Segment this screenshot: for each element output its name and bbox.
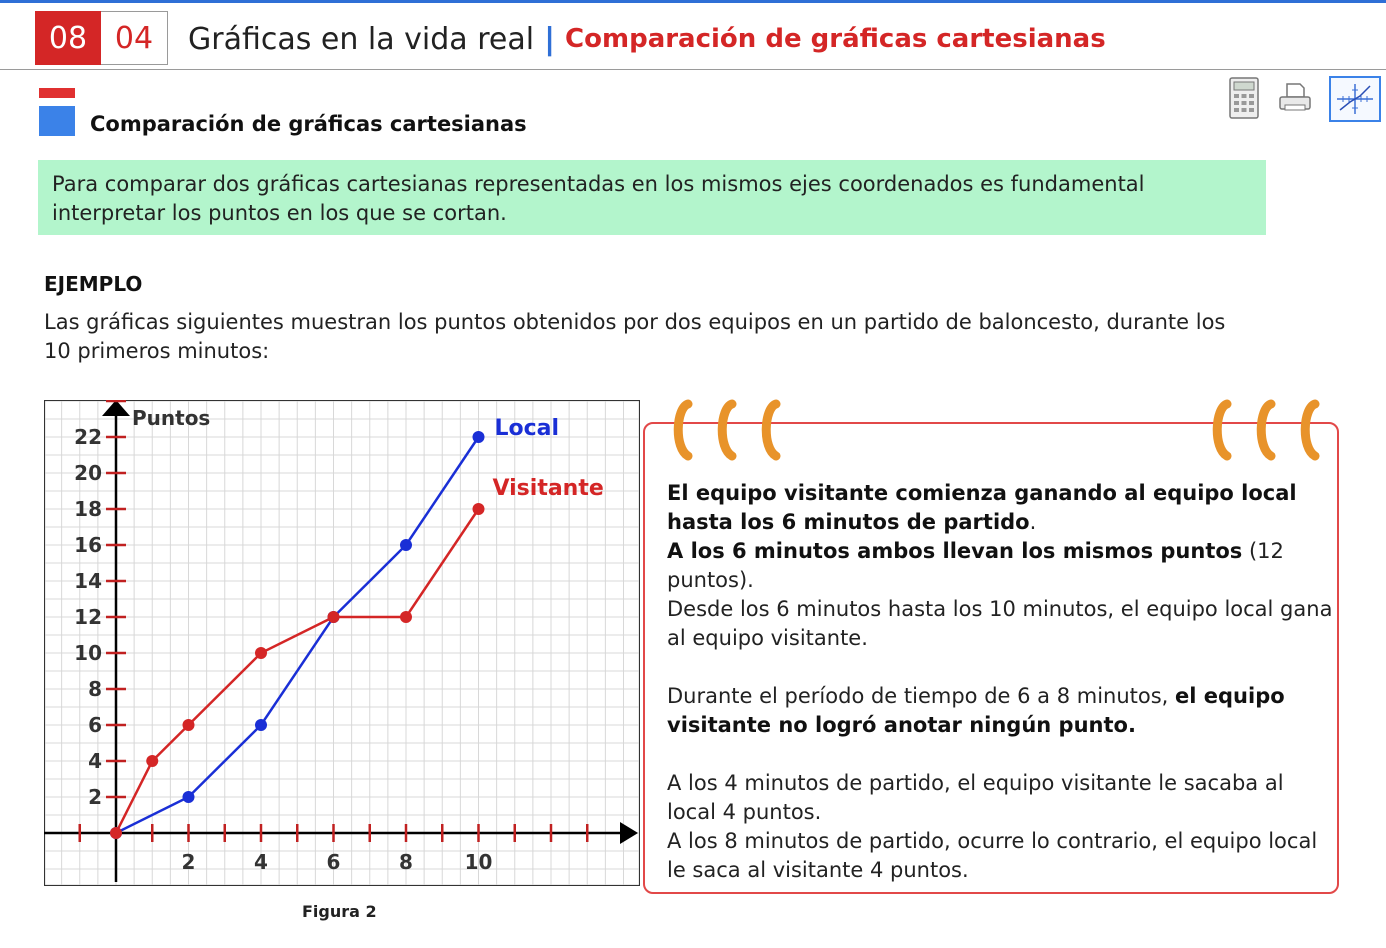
data-point-visitante <box>327 611 340 623</box>
lesson-header: 08 04 Gráficas en la vida real | Compara… <box>0 3 1386 70</box>
graph-axes-icon <box>1337 84 1373 114</box>
key-note-box: Para comparar dos gráficas cartesianas r… <box>38 160 1266 235</box>
x-tick-label: 2 <box>182 850 196 874</box>
title-separator: | <box>544 21 556 57</box>
example-intro: Las gráficas siguientes muestran los pun… <box>44 310 1226 363</box>
ring-icon <box>1256 399 1276 461</box>
explanation-text-2: (12 puntos). <box>667 539 1284 592</box>
series-label-local: Local <box>495 416 560 441</box>
explanation-text-4: Durante el período de tiempo de 6 a 8 mi… <box>667 684 1176 708</box>
spacer <box>667 740 1337 769</box>
ring-icon <box>673 399 693 461</box>
notebook-rings-left <box>668 398 784 462</box>
x-axis-arrow <box>620 822 638 844</box>
x-tick-label: 4 <box>254 850 268 874</box>
print-button[interactable] <box>1276 76 1314 120</box>
ring-icon <box>761 399 781 461</box>
y-tick-label: 14 <box>74 569 102 593</box>
explanation-bold-4: el equipo visitante no logró anotar ning… <box>667 684 1285 737</box>
notebook-rings-right <box>1207 398 1323 462</box>
explanation-paragraph-1: El equipo visitante comienza ganando al … <box>667 479 1337 537</box>
chart-frame <box>44 400 640 886</box>
data-point-local <box>400 539 412 551</box>
y-tick-label: 18 <box>74 497 102 521</box>
basketball-points-chart: 2 4 6 8 10 2 4 6 8 10 12 14 16 18 20 22 Puntos Local Visit… <box>44 400 640 886</box>
explanation-text: El equipo visitante comienza ganando al … <box>667 479 1337 885</box>
page-title: Gráficas en la vida real <box>188 21 535 57</box>
calculator-icon <box>1229 77 1259 119</box>
explanation-bold-2: A los 6 minutos ambos llevan los mismos … <box>667 539 1243 563</box>
explanation-paragraph-6: A los 8 minutos de partido, ocurre lo co… <box>667 829 1318 882</box>
spacer <box>667 653 1337 682</box>
series-line-local <box>115 436 480 835</box>
explanation-text-1: . <box>1029 510 1037 534</box>
data-point-local <box>472 431 485 443</box>
data-point-local <box>255 719 267 731</box>
section-marker-red <box>39 88 75 98</box>
example-heading: EJEMPLO <box>44 272 143 296</box>
y-tick-label: 12 <box>74 605 102 629</box>
data-point-visitante <box>400 611 412 623</box>
data-point-visitante <box>110 827 122 839</box>
x-tick-label: 8 <box>399 850 413 874</box>
section-marker-blue <box>39 106 75 136</box>
lesson-number-badge: 04 <box>101 11 168 65</box>
series-label-visitante: Visitante <box>493 476 604 501</box>
y-tick-label: 4 <box>88 749 102 773</box>
top-accent-line <box>0 0 1386 3</box>
data-point-visitante <box>472 503 485 515</box>
unit-number-badge: 08 <box>35 11 101 65</box>
y-tick-label: 8 <box>88 677 102 701</box>
explanation-paragraph-2: A los 6 minutos ambos llevan los mismos … <box>667 537 1337 595</box>
y-tick-label: 20 <box>74 461 102 485</box>
data-point-visitante <box>182 719 195 731</box>
y-axis-label: Puntos <box>132 406 210 430</box>
x-tick-label: 10 <box>465 850 493 874</box>
explanation-notebook <box>643 422 1339 894</box>
ring-icon <box>1300 399 1320 461</box>
section-title: Comparación de gráficas cartesianas <box>90 112 527 136</box>
graph-tool-button[interactable] <box>1329 76 1381 122</box>
y-tick-label: 2 <box>88 785 102 809</box>
y-tick-label: 10 <box>74 641 102 665</box>
data-point-visitante <box>255 647 267 659</box>
data-point-local <box>182 791 195 803</box>
ring-icon <box>1212 399 1232 461</box>
data-point-visitante <box>146 755 159 767</box>
x-tick-label: 6 <box>327 850 341 874</box>
y-tick-label: 6 <box>88 713 102 737</box>
explanation-bold-1: El equipo visitante comienza ganando al … <box>667 481 1297 534</box>
title-bar: Gráficas en la vida real | Comparación d… <box>188 17 1106 61</box>
y-tick-label: 22 <box>74 425 102 449</box>
figure-caption: Figura 2 <box>302 902 377 921</box>
explanation-paragraph-4: Durante el período de tiempo de 6 a 8 mi… <box>667 682 1337 740</box>
explanation-paragraph-3: Desde los 6 minutos hasta los 10 minutos… <box>667 597 1333 650</box>
calculator-button[interactable] <box>1226 76 1262 120</box>
y-axis-arrow <box>102 400 130 416</box>
ring-icon <box>717 399 737 461</box>
y-tick-label: 16 <box>74 533 102 557</box>
page-subtitle: Comparación de gráficas cartesianas <box>565 24 1106 54</box>
explanation-paragraph-5: A los 4 minutos de partido, el equipo vi… <box>667 771 1284 824</box>
print-icon <box>1279 83 1311 111</box>
